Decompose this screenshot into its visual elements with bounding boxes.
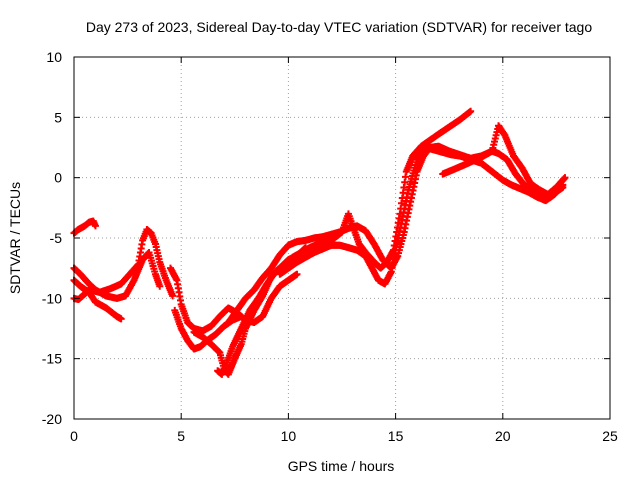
data-point (91, 222, 99, 230)
x-tick-label: 20 (495, 428, 511, 444)
data-series (214, 107, 475, 378)
x-tick-label: 15 (388, 428, 404, 444)
y-axis-label: SDTVAR / TECUs (7, 182, 23, 294)
chart-title: Day 273 of 2023, Sidereal Day-to-day VTE… (86, 19, 593, 35)
x-tick-label: 25 (602, 428, 618, 444)
y-tick-label: 5 (54, 109, 62, 125)
data-series (439, 122, 569, 199)
data-point (169, 292, 177, 300)
y-tick-label: 0 (54, 170, 62, 186)
x-tick-label: 5 (177, 428, 185, 444)
grid-layer (74, 57, 610, 419)
data-series (276, 144, 567, 288)
y-tick-label: 10 (46, 49, 62, 65)
tick-layer: 0 5 10 15 20 25 -20 -15 -10 -5 0 5 10 (42, 49, 618, 444)
data-point (237, 312, 245, 320)
data-point (156, 282, 164, 290)
y-tick-label: -5 (50, 230, 63, 246)
x-tick-label: 10 (281, 428, 297, 444)
x-axis-label: GPS time / hours (288, 458, 395, 474)
y-tick-label: -20 (42, 411, 62, 427)
data-layer (70, 107, 569, 378)
y-tick-label: -10 (42, 290, 62, 306)
data-point (467, 107, 475, 115)
data-point (117, 315, 125, 323)
y-tick-label: -15 (42, 351, 62, 367)
x-tick-label: 0 (70, 428, 78, 444)
data-series (70, 217, 99, 237)
data-point (561, 174, 569, 182)
data-point (293, 270, 301, 278)
